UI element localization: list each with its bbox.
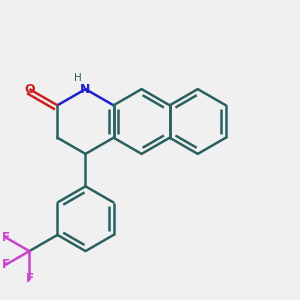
Text: F: F [2, 231, 10, 244]
Text: F: F [2, 258, 10, 272]
Text: O: O [24, 82, 35, 96]
Text: H: H [74, 73, 82, 83]
Text: F: F [26, 272, 33, 285]
Text: N: N [80, 82, 91, 96]
